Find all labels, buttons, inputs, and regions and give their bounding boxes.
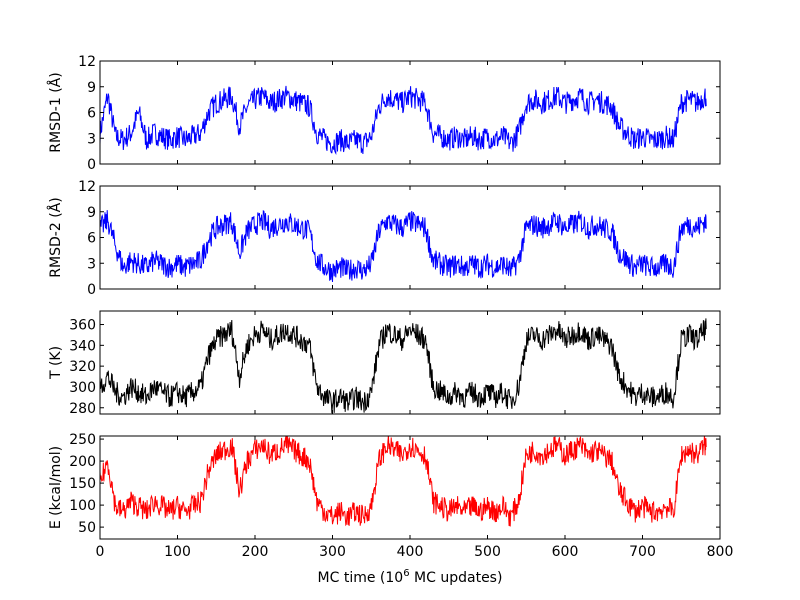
series-line-3 xyxy=(100,318,707,414)
x-tick-label: 300 xyxy=(319,544,346,560)
y-tick-label: 300 xyxy=(69,380,96,396)
y-tick-label: 12 xyxy=(78,179,96,195)
axes-frame xyxy=(99,185,721,290)
y-axis-label: E (kcal/mol) xyxy=(48,446,64,529)
x-tick-label: 400 xyxy=(397,544,424,560)
y-tick-label: 150 xyxy=(69,476,96,492)
y-tick-label: 9 xyxy=(87,80,96,96)
y-tick-label: 250 xyxy=(69,432,96,448)
y-axis-label: RMSD-1 (Å) xyxy=(47,72,64,152)
x-tick-label: 800 xyxy=(707,544,734,560)
series-line-4 xyxy=(100,436,707,527)
y-tick-label: 3 xyxy=(87,256,96,272)
panel-2: 0 3 6 9 12 RMSD-2 (Å) xyxy=(47,179,721,298)
x-tick-label: 100 xyxy=(164,544,191,560)
y-tick-label: 200 xyxy=(69,454,96,470)
x-axis-label: MC time (106 MC updates) xyxy=(318,568,503,586)
panel-1: 0 3 6 9 12 RMSD-1 (Å) xyxy=(47,54,721,173)
y-axis-label: RMSD-2 (Å) xyxy=(47,197,64,277)
y-tick-label: 280 xyxy=(69,401,96,417)
panel-3: 280 300 320 340 360 T (K) xyxy=(48,310,721,417)
y-tick-label: 340 xyxy=(69,338,96,354)
y-tick-label: 9 xyxy=(87,205,96,221)
panel-4: 50 100 150 200 250 0 100 200 300 400 500 600 700 800 E… xyxy=(48,432,733,560)
series-line-1 xyxy=(100,85,707,156)
y-tick-label: 100 xyxy=(69,498,96,514)
y-tick-label: 12 xyxy=(78,54,96,70)
y-tick-label: 360 xyxy=(69,318,96,334)
x-tick-label: 600 xyxy=(552,544,579,560)
x-tick-label: 500 xyxy=(474,544,501,560)
y-tick-label: 320 xyxy=(69,359,96,375)
y-axis-label: T (K) xyxy=(48,346,64,380)
x-tick-label: 700 xyxy=(629,544,656,560)
y-tick-label: 6 xyxy=(87,231,96,247)
y-tick-label: 6 xyxy=(87,106,96,122)
y-tick-label: 0 xyxy=(87,157,96,173)
series-line-2 xyxy=(100,210,707,283)
y-tick-label: 50 xyxy=(78,520,96,536)
x-tick-label: 0 xyxy=(96,544,105,560)
axes-frame xyxy=(99,60,721,165)
y-tick-label: 3 xyxy=(87,131,96,147)
y-tick-label: 0 xyxy=(87,282,96,298)
x-tick-label: 200 xyxy=(242,544,269,560)
